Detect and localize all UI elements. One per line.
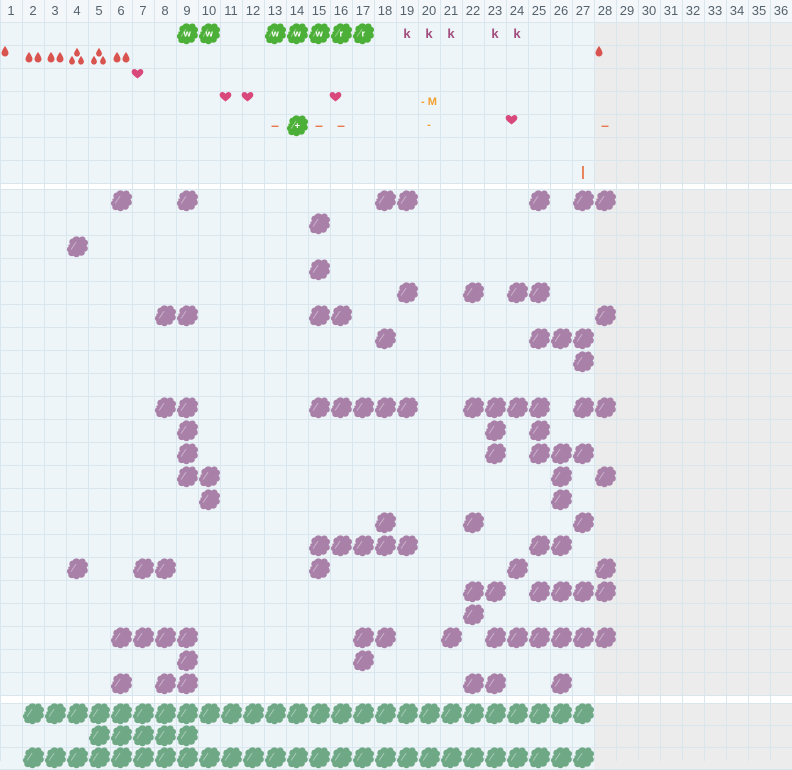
svg-text:r: r (361, 28, 365, 38)
svg-text:w: w (314, 28, 323, 38)
svg-text:w: w (182, 28, 191, 38)
svg-text:w: w (204, 28, 213, 38)
svg-text:w: w (270, 28, 279, 38)
svg-text:r: r (339, 28, 343, 38)
svg-text:w: w (292, 28, 301, 38)
svg-text:+: + (294, 120, 300, 130)
